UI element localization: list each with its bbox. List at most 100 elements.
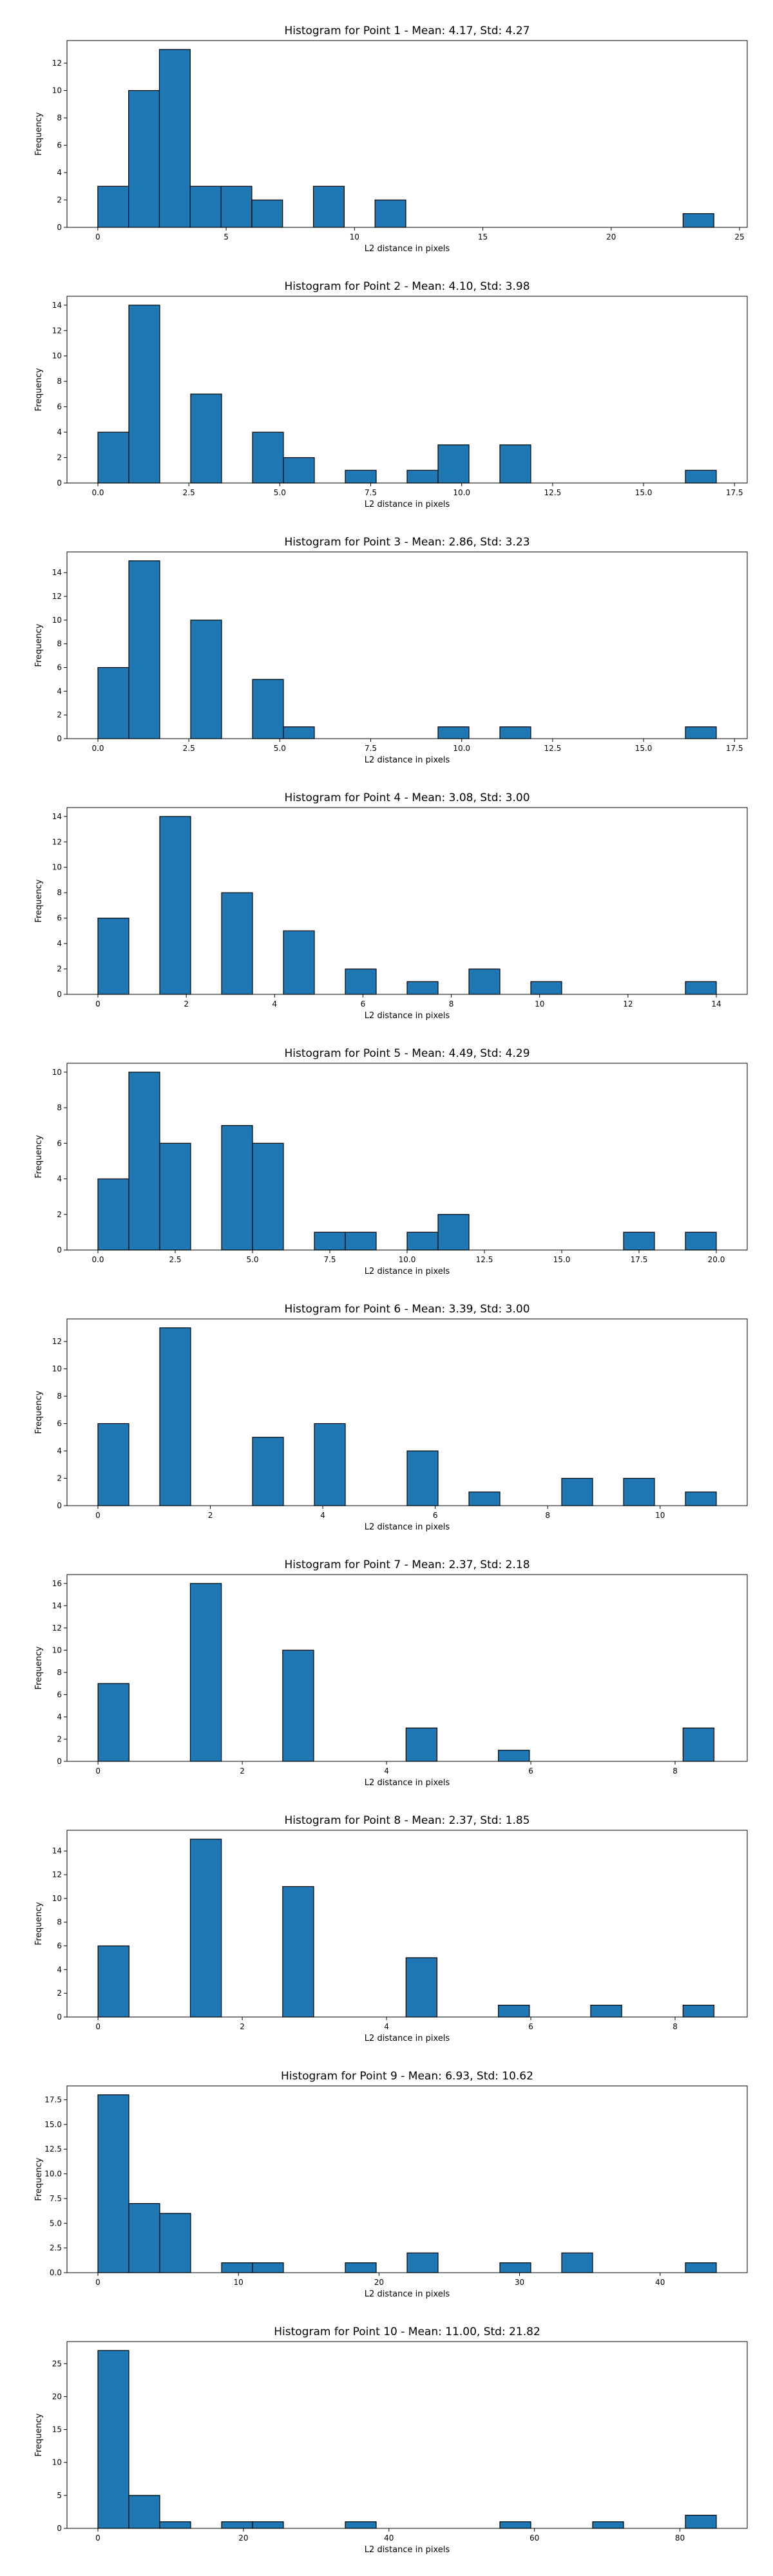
x-tick-label: 10	[655, 1511, 665, 1520]
x-tick-label: 0.0	[91, 488, 104, 497]
y-tick-label: 12	[52, 59, 62, 68]
chart-9: Histogram for Point 9 - Mean: 6.93, Std:…	[34, 2070, 748, 2299]
x-tick-label: 5.0	[274, 744, 286, 753]
x-tick-label: 20	[238, 2533, 248, 2543]
x-tick-label: 12.5	[476, 1255, 493, 1264]
x-tick-label: 14	[711, 999, 721, 1009]
y-tick-label: 0	[57, 223, 62, 232]
histogram-bar	[97, 2350, 129, 2529]
y-tick-label: 8	[57, 1103, 62, 1112]
histogram-bar	[561, 2252, 593, 2273]
histogram-bar	[685, 2262, 717, 2273]
x-axis-label: L2 distance in pixels	[365, 244, 450, 254]
histogram-bar	[282, 1886, 314, 2018]
histogram-bar	[345, 469, 377, 484]
histogram-bar	[282, 1649, 314, 1762]
x-tick-label: 10	[350, 232, 359, 242]
y-tick-label: 6	[57, 914, 62, 923]
x-tick-label: 4	[384, 1766, 389, 1776]
y-axis-label: Frequency	[34, 879, 44, 922]
x-tick-label: 15	[478, 232, 488, 242]
y-tick-label: 0	[57, 2012, 62, 2022]
histogram-bar	[128, 2495, 160, 2529]
y-tick-label: 0	[57, 478, 62, 488]
x-axis-label: L2 distance in pixels	[365, 500, 450, 509]
histogram-bar	[685, 1492, 717, 1506]
x-tick-label: 15.0	[635, 744, 653, 753]
histogram-bar	[159, 1327, 191, 1506]
plot-frame	[66, 1830, 748, 2018]
x-tick-label: 10.0	[399, 1255, 416, 1264]
histogram-bar	[623, 1477, 655, 1506]
histogram-bar	[97, 431, 129, 484]
x-tick-label: 10.0	[453, 488, 470, 497]
y-tick-label: 10	[52, 616, 62, 625]
x-tick-label: 12.5	[544, 744, 562, 753]
x-tick-label: 2.5	[169, 1255, 181, 1264]
y-tick-label: 2	[57, 710, 62, 719]
chart-6: Histogram for Point 6 - Mean: 3.39, Std:…	[34, 1303, 748, 1532]
x-axis-label: L2 distance in pixels	[365, 2034, 450, 2043]
chart-title: Histogram for Point 8 - Mean: 2.37, Std:…	[284, 1814, 530, 1827]
histogram-bar	[189, 185, 222, 228]
y-tick-label: 2	[57, 1734, 62, 1743]
x-tick-label: 5.0	[246, 1255, 258, 1264]
histogram-bar	[623, 1231, 655, 1251]
y-tick-label: 2	[57, 1474, 62, 1483]
chart-8: Histogram for Point 8 - Mean: 2.37, Std:…	[34, 1814, 748, 2043]
histogram-bar	[252, 2262, 284, 2273]
x-tick-label: 10.0	[453, 744, 470, 753]
histogram-bar	[189, 1583, 222, 1762]
plot-frame	[66, 296, 748, 484]
y-tick-label: 4	[57, 1175, 62, 1184]
histogram-bar	[682, 2004, 715, 2018]
histogram-bar	[159, 2521, 191, 2529]
y-tick-label: 6	[57, 1139, 62, 1148]
y-tick-label: 8	[57, 1668, 62, 1677]
histogram-bar	[405, 1727, 438, 1762]
histogram-bar	[685, 469, 717, 484]
histogram-bar	[682, 1727, 715, 1762]
y-tick-label: 14	[52, 1846, 62, 1855]
histogram-bar	[159, 2213, 191, 2273]
x-axis-label: L2 distance in pixels	[365, 1778, 450, 1788]
histogram-bar	[590, 2004, 622, 2018]
chart-10: Histogram for Point 10 - Mean: 11.00, St…	[34, 2325, 748, 2555]
y-tick-label: 0	[57, 1501, 62, 1510]
y-tick-label: 5.0	[50, 2219, 62, 2228]
plot-frame	[66, 807, 748, 995]
x-tick-label: 6	[361, 999, 366, 1009]
y-tick-label: 0	[57, 734, 62, 743]
x-tick-label: 0	[95, 1511, 100, 1520]
x-tick-label: 0	[95, 999, 100, 1009]
chart-title: Histogram for Point 4 - Mean: 3.08, Std:…	[284, 791, 530, 804]
x-tick-label: 2	[184, 999, 189, 1009]
histogram-bar	[128, 305, 160, 484]
y-tick-label: 10	[52, 863, 62, 872]
chart-title: Histogram for Point 3 - Mean: 2.86, Std:…	[284, 536, 530, 549]
histogram-bar	[221, 1125, 253, 1251]
y-tick-label: 4	[57, 168, 62, 177]
x-axis-label: L2 distance in pixels	[365, 1522, 450, 1532]
histogram-bar	[252, 1437, 284, 1506]
chart-title: Histogram for Point 7 - Mean: 2.37, Std:…	[284, 1558, 530, 1571]
histogram-bar	[561, 1477, 593, 1506]
histogram-bar	[406, 469, 439, 484]
histogram-bar	[283, 930, 315, 995]
y-tick-label: 5	[57, 2491, 62, 2500]
y-tick-label: 14	[52, 301, 62, 310]
chart-5: Histogram for Point 5 - Mean: 4.49, Std:…	[34, 1047, 748, 1276]
y-tick-label: 8	[57, 113, 62, 122]
y-tick-label: 4	[57, 1965, 62, 1974]
histogram-bar	[252, 2521, 284, 2529]
y-tick-label: 6	[57, 141, 62, 150]
x-tick-label: 40	[655, 2278, 665, 2287]
y-tick-label: 12	[52, 1337, 62, 1346]
histogram-bar	[252, 679, 284, 739]
x-tick-label: 7.5	[365, 744, 377, 753]
x-tick-label: 7.5	[323, 1255, 336, 1264]
y-tick-label: 2	[57, 196, 62, 205]
y-tick-label: 8	[57, 639, 62, 649]
x-tick-label: 30	[515, 2278, 524, 2287]
histogram-bar	[406, 1231, 439, 1251]
